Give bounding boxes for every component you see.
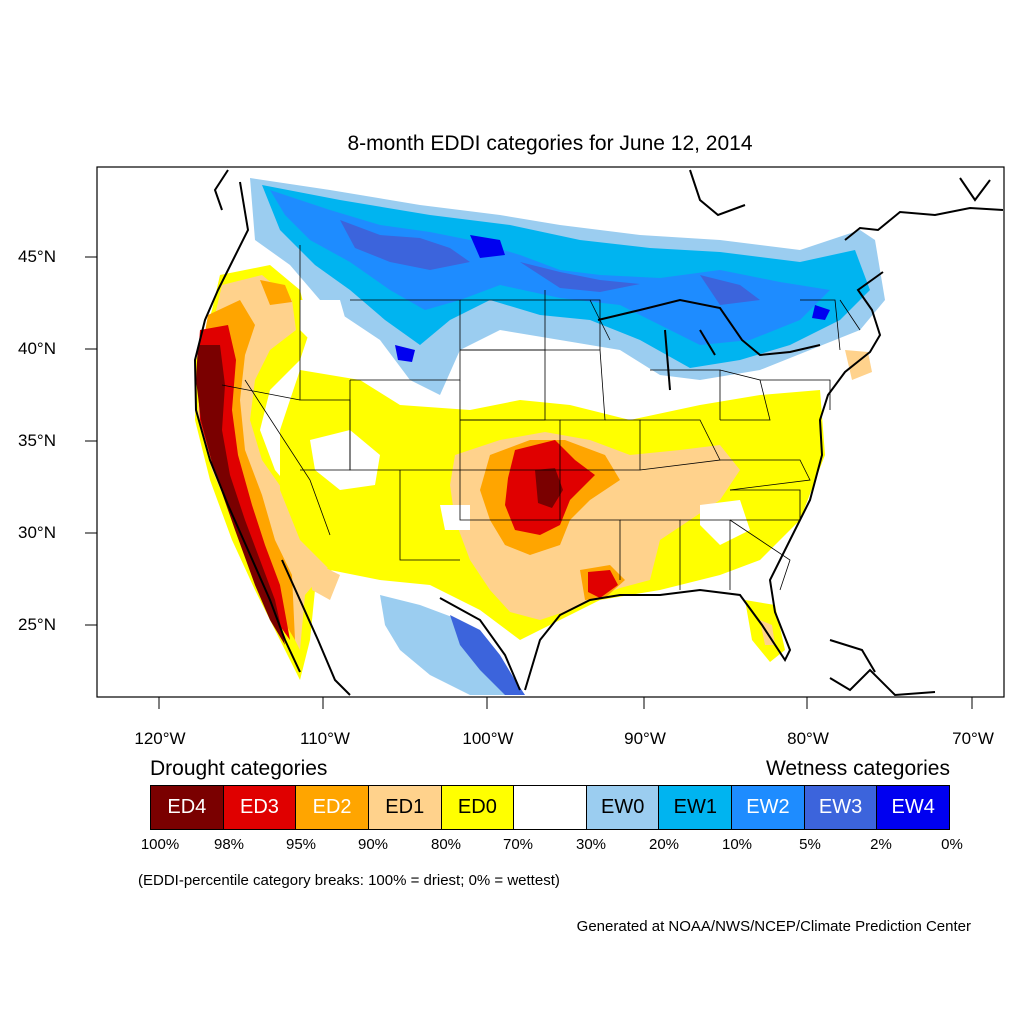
legend-break: 0% <box>941 836 963 853</box>
coastlines <box>193 169 1004 697</box>
lon-label-80: 80°W <box>787 729 829 748</box>
legend-label: ED4 <box>167 796 207 818</box>
lat-label-45: 45°N <box>18 247 56 266</box>
axis-ticks <box>85 256 973 709</box>
lat-label-40: 40°N <box>18 339 56 358</box>
legend-swatch-ew2: EW2 <box>731 786 804 829</box>
legend-label: ED2 <box>312 796 352 818</box>
legend-swatch-ed2: ED2 <box>295 786 368 829</box>
legend-label: ED3 <box>240 796 279 818</box>
map-title: 8-month EDDI categories for June 12, 201… <box>347 132 753 155</box>
legend-label: EW3 <box>818 796 863 818</box>
lon-label-110: 110°W <box>300 729 350 748</box>
legend-break: 98% <box>213 836 245 853</box>
drought-zone-west-ed4 <box>196 345 285 645</box>
legend-break: 70% <box>502 836 534 853</box>
legend-break: 100% <box>140 836 180 853</box>
legend-swatch-ed1: ED1 <box>367 786 441 829</box>
legend-break: 2% <box>870 836 892 853</box>
wet-zone-north-ew3 <box>340 220 760 305</box>
legend-label: ED1 <box>385 796 425 818</box>
lon-label-70: 70°W <box>952 729 994 748</box>
drought-zone-central-ed3 <box>505 440 618 598</box>
legend-swatch-ed4: ED4 <box>151 786 223 829</box>
legend-label: EW0 <box>600 796 645 818</box>
drought-zone-central-ed4 <box>535 468 563 508</box>
legend-break: 90% <box>357 836 389 853</box>
legend-swatch-ed0: ED0 <box>440 786 514 829</box>
legend-break: 80% <box>430 836 462 853</box>
drought-zone-northeast <box>845 350 872 380</box>
legend-break: 20% <box>648 836 680 853</box>
lon-label-90: 90°W <box>624 729 666 748</box>
wetness-categories-heading: Wetness categories <box>765 757 950 780</box>
wet-zone-north-ew2 <box>270 190 830 345</box>
legend-label: ED0 <box>457 796 497 818</box>
legend-break: 95% <box>285 836 317 853</box>
legend-swatch-ew3: EW3 <box>803 786 877 829</box>
lat-label-30: 30°N <box>18 523 56 542</box>
legend-swatch-ew4: EW4 <box>876 786 950 829</box>
legend-break: 30% <box>575 836 607 853</box>
legend-label: EW4 <box>891 796 935 818</box>
wet-zone-texas-ew2 <box>450 615 525 695</box>
legend-swatch-ed3: ED3 <box>222 786 296 829</box>
normal-zone-great-basin <box>300 300 750 545</box>
legend-label: EW2 <box>746 796 790 818</box>
category-breaks-note: (EDDI-percentile category breaks: 100% =… <box>138 872 560 889</box>
legend-break: 10% <box>721 836 753 853</box>
legend-break: 5% <box>799 836 821 853</box>
category-legend: ED4 ED3 ED2 ED1 ED0 EW0 EW1 EW2 EW3 EW4 <box>150 785 950 830</box>
legend-swatch-normal <box>513 786 586 829</box>
legend-label: EW1 <box>673 796 717 818</box>
lon-label-120: 120°W <box>134 729 186 748</box>
credit-line: Generated at NOAA/NWS/NCEP/Climate Predi… <box>576 918 971 935</box>
state-boundaries <box>221 245 861 591</box>
lat-label-35: 35°N <box>18 431 56 450</box>
drought-categories-heading: Drought categories <box>150 757 328 780</box>
lon-label-100: 100°W <box>462 729 514 748</box>
legend-swatch-ew0: EW0 <box>585 786 659 829</box>
legend-swatch-ew1: EW1 <box>658 786 732 829</box>
lat-label-25: 25°N <box>18 615 56 634</box>
